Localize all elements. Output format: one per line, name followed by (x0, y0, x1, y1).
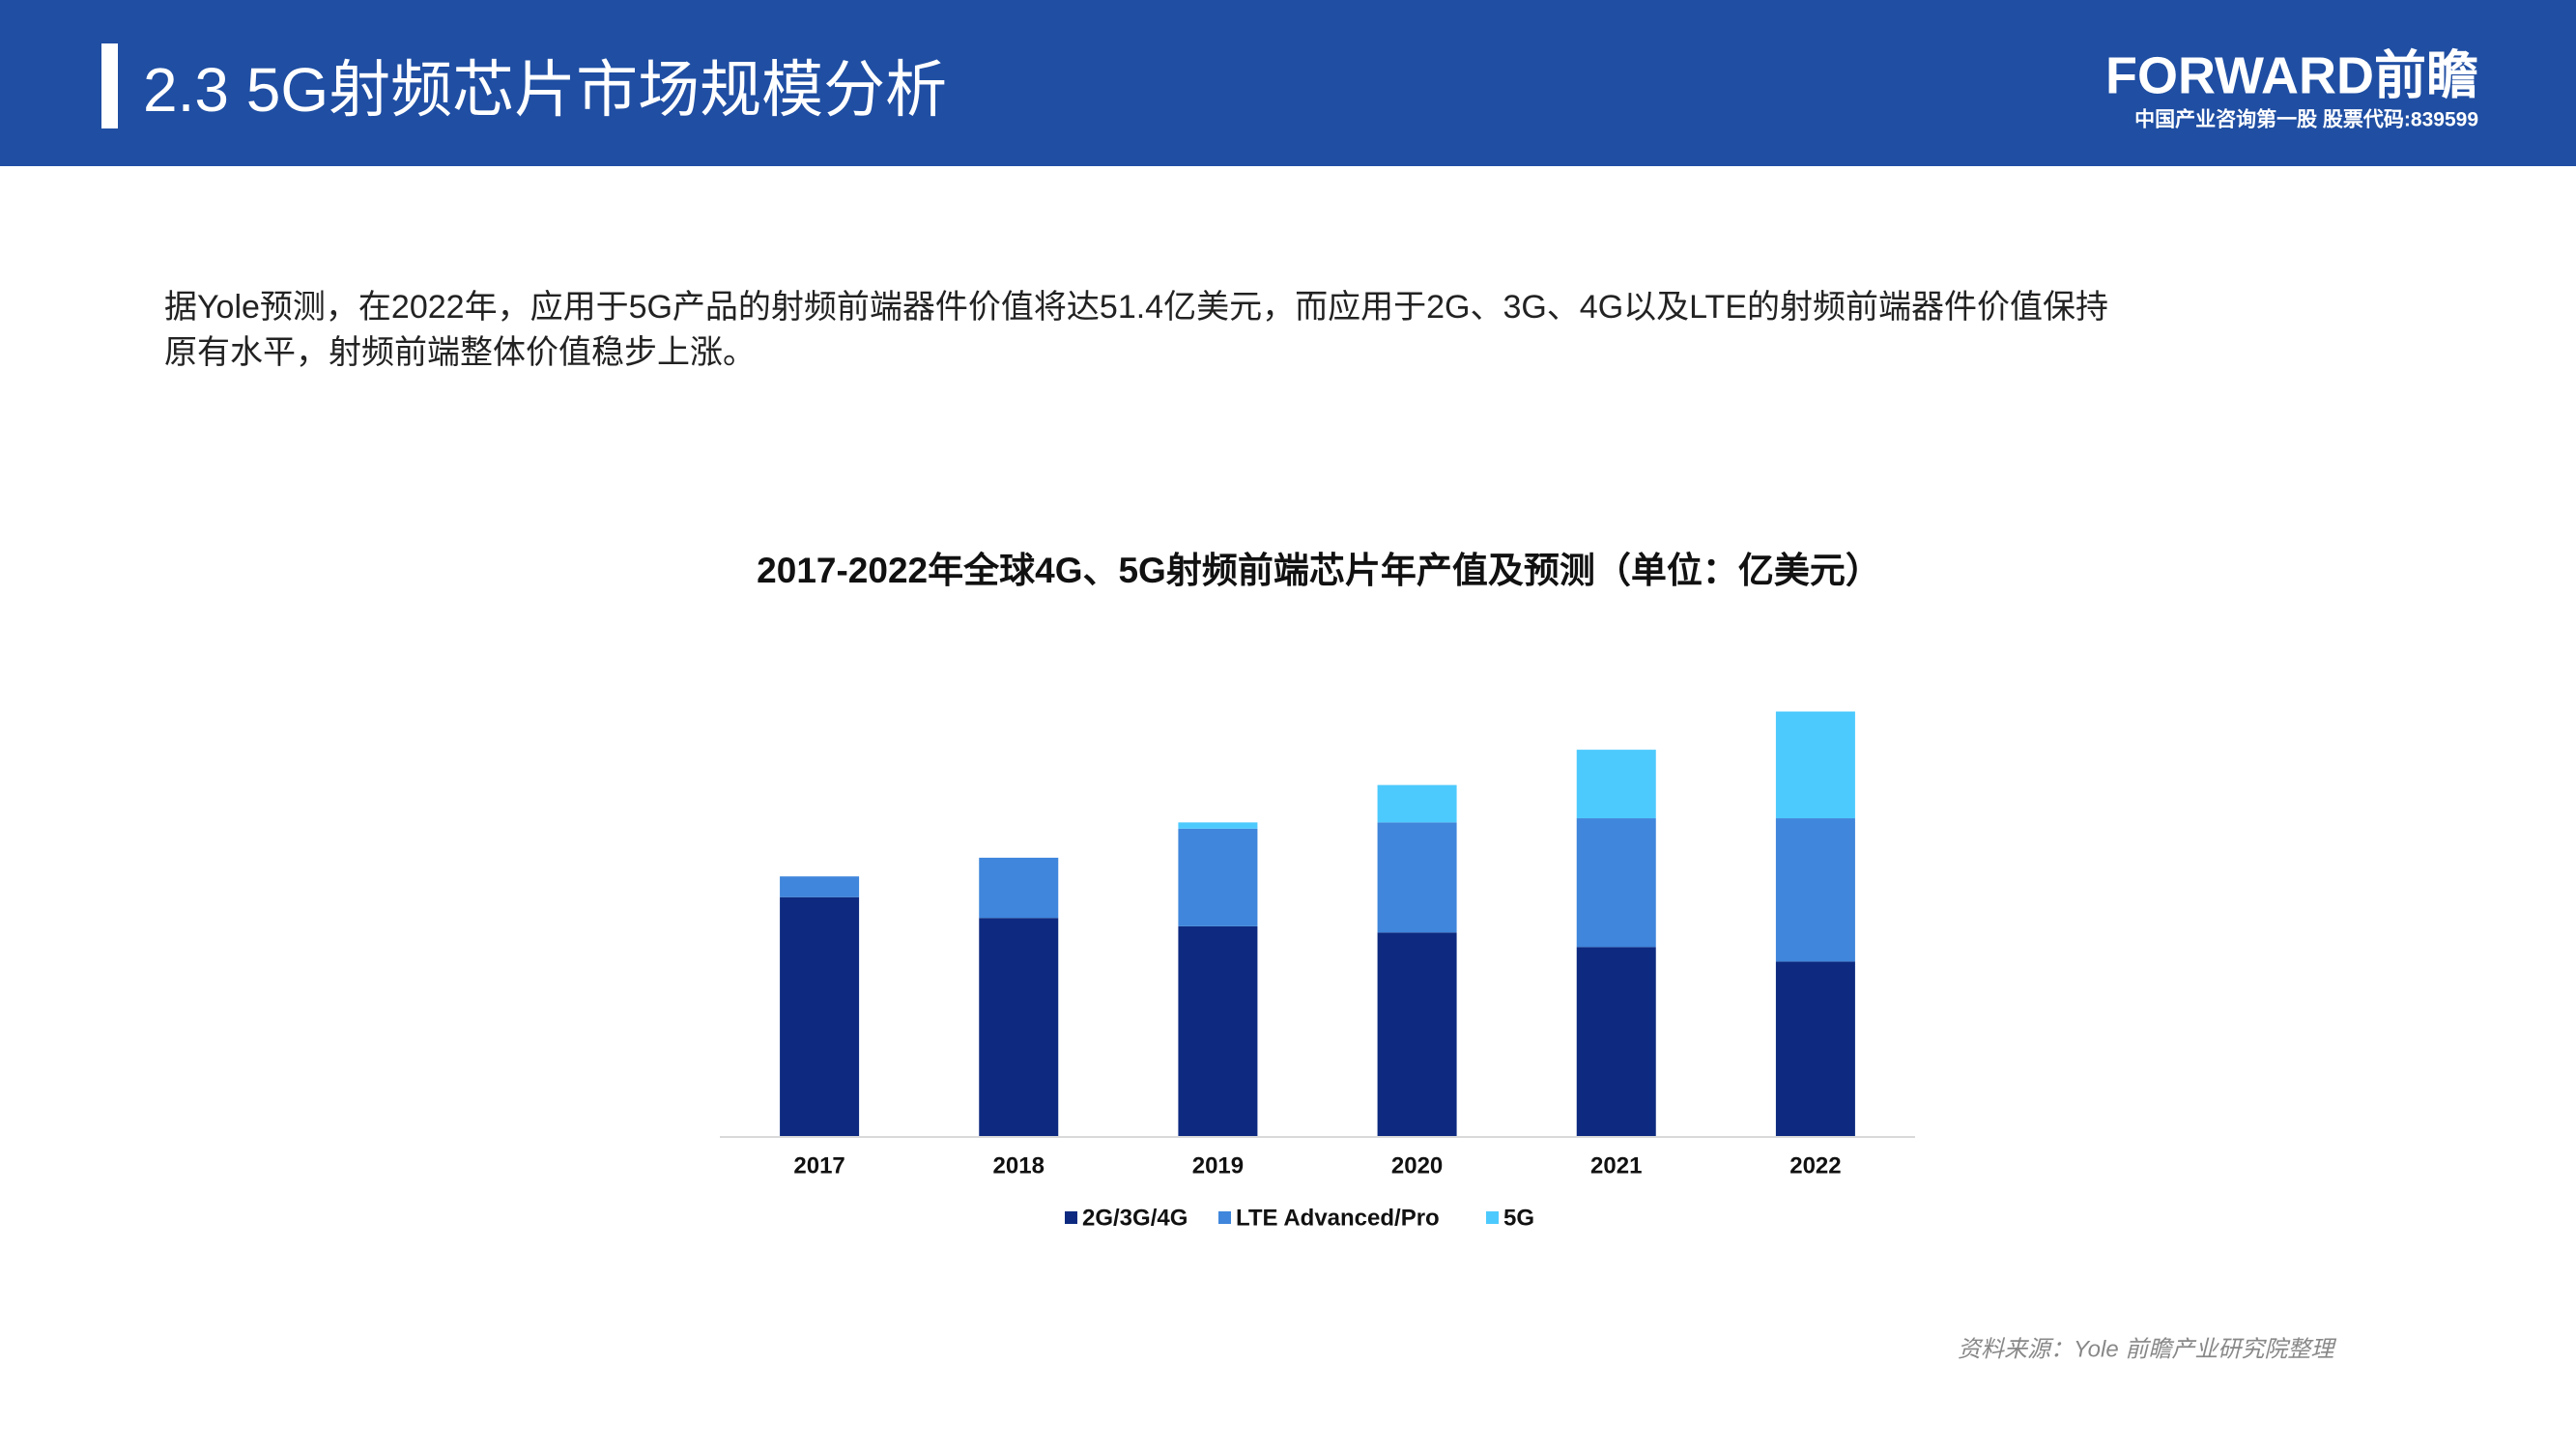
bar-segment (1178, 925, 1258, 1136)
bar-segment (1377, 784, 1457, 823)
x-tick-label: 2022 (1789, 1152, 1841, 1179)
paragraph-line: 据Yole预测，在2022年，应用于5G产品的射频前端器件价值将达51.4亿美元… (164, 289, 2108, 326)
bar-segment (780, 876, 860, 897)
bar-segment (1775, 961, 1855, 1136)
x-tick-label: 2019 (1192, 1152, 1244, 1179)
bar-segment (1576, 947, 1656, 1136)
x-tick-label: 2018 (993, 1152, 1045, 1179)
chart-title: 2017-2022年全球4G、5G射频前端芯片年产值及预测（单位：亿美元） (757, 550, 1881, 590)
paragraph-line: 原有水平，射频前端整体价值稳步上涨。 (164, 334, 756, 371)
bar-segment (1178, 828, 1258, 926)
source-note: 资料来源：Yole 前瞻产业研究院整理 (1958, 1336, 2336, 1362)
bar-segment (1377, 822, 1457, 933)
legend-swatch (1065, 1211, 1077, 1224)
logo-subtitle: 中国产业咨询第一股 股票代码:839599 (2134, 108, 2478, 131)
legend-swatch (1218, 1211, 1231, 1224)
header-bar (0, 0, 2576, 166)
bar-segment (979, 918, 1059, 1136)
bar-segment (1775, 711, 1855, 819)
bar-segment (1576, 750, 1656, 819)
logo: FORWARD前瞻 (2105, 46, 2478, 104)
legend-swatch (1486, 1211, 1499, 1224)
bar-segment (1576, 818, 1656, 948)
bar-segment (1775, 818, 1855, 962)
legend-label: 2G/3G/4G (1082, 1205, 1188, 1231)
bar-segment (1377, 932, 1457, 1136)
legend-label: 5G (1503, 1205, 1534, 1231)
legend-label: LTE Advanced/Pro (1236, 1205, 1440, 1231)
bar-segment (1178, 822, 1258, 829)
bar-segment (780, 896, 860, 1136)
bar-segment (979, 857, 1059, 919)
x-tick-label: 2021 (1590, 1152, 1642, 1179)
x-tick-label: 2017 (793, 1152, 844, 1179)
header-title: 2.3 5G射频芯片市场规模分析 (143, 55, 947, 125)
x-tick-label: 2020 (1391, 1152, 1443, 1179)
header-accent (101, 43, 118, 128)
